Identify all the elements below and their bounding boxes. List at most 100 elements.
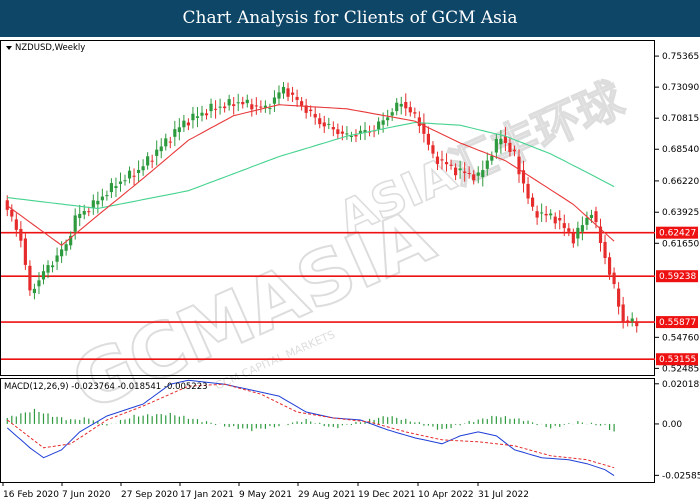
price-tick-label: 0.63925 [662,208,699,218]
candle-body [263,105,267,108]
candle-body [327,123,331,125]
candle-body [200,112,204,116]
candle-body [340,131,344,134]
candle-body [23,238,27,265]
candle-body [173,129,177,137]
candle-body [354,134,358,137]
candle-body [386,117,390,121]
price-tick-label: 0.54760 [662,333,699,343]
macd-signal-line [6,383,615,469]
candle-body [472,174,476,181]
macd-y-axis: 0.020189 0.00 -0.025857 [655,380,700,481]
candle-body [100,196,104,201]
candle-body [313,113,317,118]
candle-body [227,99,231,106]
support-resistance-levels [1,231,655,361]
candle-body [395,102,399,112]
candle-body [603,241,607,258]
candle-body [454,167,458,176]
candle-body [318,118,322,125]
candle-body [32,288,37,294]
candle-body [146,156,150,166]
candle-body [589,214,594,219]
macd-tick-label: 0.00 [662,420,682,430]
macd-tick-label: -0.025857 [662,471,700,481]
time-tick-label: 10 Apr 2022 [418,490,474,500]
candle-body [137,169,141,173]
candle-body [503,136,507,143]
candle-body [417,117,421,127]
candle-body [408,107,412,113]
time-x-axis: 16 Feb 2020 7 Jun 2020 27 Sep 2020 17 Jan 2… [2,483,529,500]
ma-fast-line [6,104,615,246]
candle-body [544,213,548,216]
price-tick-label: 0.70815 [662,114,699,124]
candle-body [621,304,625,322]
candle-body [517,156,521,175]
candle-body [585,217,589,225]
candle-body [580,225,584,232]
time-tick-label: 29 Aug 2021 [298,490,356,500]
candle-body [553,216,557,224]
candle-body [241,102,245,105]
candle-body [213,108,218,110]
price-y-axis: 0.75365 0.73090 0.70815 0.68540 0.66220 0.639… [655,52,699,374]
candle-body [46,265,50,273]
candle-body [123,180,127,182]
candle-body [114,186,118,189]
candle-body [195,116,200,118]
candle-body [494,138,498,153]
candle-body [549,213,553,216]
candle-body [508,142,512,152]
chart-area: GCMASIA GCM CAPITAL MARKETS ASIA汇丰环球 0.7… [0,40,700,500]
candle-body [186,122,190,126]
candle-body [290,92,295,95]
time-tick-label: 31 Jul 2022 [478,490,529,500]
candle-body [118,181,123,184]
candle-body [630,318,634,322]
candle-body [218,106,222,108]
candle-body [381,120,385,125]
candle-body [87,211,91,213]
candle-body [458,168,462,171]
macd-panel-frame [0,378,655,483]
candle-body [358,130,363,134]
candle-body [14,219,18,230]
candle-body [440,159,444,161]
price-tick-label: 0.73090 [662,83,699,93]
candle-body [105,195,109,197]
candle-body [322,122,326,127]
candle-body [50,265,55,268]
candle-body [331,127,335,130]
candle-body [223,106,227,109]
price-tick-label: 0.68540 [662,145,699,155]
candle-body [336,129,340,135]
candle-body [127,170,132,179]
candle-body [64,244,68,251]
candle-body [259,106,263,108]
candle-body [28,265,32,291]
time-tick-label: 16 Feb 2020 [3,490,59,500]
triangle-down-icon[interactable] [6,46,12,50]
candle-body [250,104,254,110]
candle-body [155,149,159,156]
candle-body [413,112,417,114]
candle-body [204,113,209,116]
candle-body [345,133,349,135]
time-tick-label: 27 Sep 2020 [121,490,178,500]
candle-body [399,103,403,107]
level-price-tags: 0.62427 0.59238 0.55877 0.53155 [656,226,698,366]
candle-body [571,233,575,244]
candle-body [141,166,145,171]
candle-body [272,97,277,104]
candle-body [164,138,168,147]
candle-body [562,223,566,229]
candle-body [512,149,517,152]
candle-body [96,200,100,205]
time-tick-label: 9 May 2021 [239,490,292,500]
price-tick-label: 0.75365 [662,52,699,62]
candle-body [426,133,431,145]
candle-body [449,164,453,166]
candle-body [41,271,46,280]
candle-body [476,172,480,176]
